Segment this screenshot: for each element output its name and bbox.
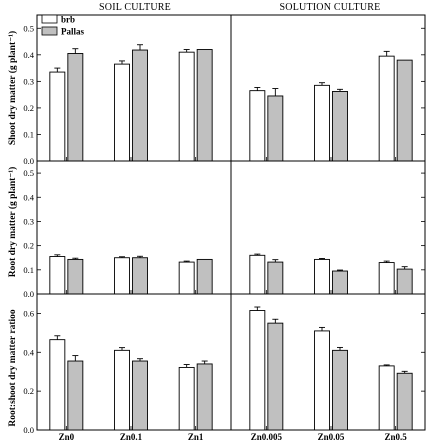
panel-1	[230, 14, 426, 162]
y-tick-label: 0.4	[23, 192, 34, 202]
y-tick-label: 0.5	[23, 23, 34, 33]
bar-pallas-zn0	[67, 258, 84, 295]
bar-brb-zn0-05	[314, 330, 330, 431]
y-tick-label: 0.0	[23, 289, 34, 299]
row-label-root: Root dry matter (g plant⁻¹)	[7, 167, 18, 278]
column-title-soil: SOIL CULTURE	[99, 2, 171, 13]
bar-brb-zn0-05	[314, 258, 330, 295]
bar-brb-zn1	[178, 51, 195, 162]
bar-brb-zn0-5	[378, 262, 395, 295]
legend-swatch-pallas	[41, 26, 58, 36]
y-tick-label: 0.0	[23, 156, 34, 166]
bar-brb-zn0-5	[378, 365, 395, 431]
y-tick-label: 0.3	[23, 76, 34, 86]
x-tick-label: Zn0.05	[318, 432, 345, 440]
bar-brb-zn0-05	[314, 84, 330, 162]
y-tick-label: 0.3	[23, 216, 34, 226]
bar-pallas-zn0-05	[332, 349, 348, 431]
bar-brb-zn0-1	[114, 257, 130, 295]
y-tick-label: 0.0	[23, 425, 34, 435]
bar-brb-zn0	[49, 339, 66, 431]
panel-5: Zn0.005 Zn0.05 Zn0.5	[230, 293, 426, 440]
panel-4: 0.0 0.2 0.4 0.6 Zn0 Zn0.1 Zn1	[23, 293, 425, 440]
bar-brb-zn0-5	[378, 55, 395, 162]
y-tick-label: 0.2	[23, 103, 34, 113]
y-tick-label: 0.4	[23, 347, 34, 357]
y-tick-label: 0.1	[23, 265, 34, 275]
bar-pallas-zn0-5	[396, 59, 413, 162]
bar-pallas-zn0-05	[332, 91, 348, 162]
column-title-solution: SOLUTION CULTURE	[280, 2, 381, 13]
bar-pallas-zn1	[196, 258, 213, 295]
x-tick-label: Zn0.1	[120, 432, 143, 440]
y-tick-label: 0.2	[23, 241, 34, 251]
legend-label-brb: brb	[61, 15, 75, 25]
x-tick-label: Zn0.005	[251, 432, 283, 440]
panel-0: 0.0 0.1 0.2 0.3 0.4 0.5	[23, 14, 425, 166]
legend-label-pallas: Pallas	[61, 27, 84, 37]
bar-brb-zn0	[49, 256, 66, 295]
bar-brb-zn0-1	[114, 349, 130, 431]
bar-brb-zn0	[49, 71, 66, 162]
legend-swatch-brb	[41, 14, 58, 24]
bar-pallas-zn0-1	[132, 257, 148, 295]
x-tick-label: Zn1	[188, 432, 204, 440]
bar-pallas-zn0-05	[332, 270, 348, 295]
bar-pallas-zn0-005	[267, 322, 284, 431]
bar-pallas-zn0-1	[132, 360, 148, 431]
bar-brb-zn0-005	[249, 90, 266, 162]
bar-pallas-zn0-5	[396, 268, 413, 295]
y-tick-label: 0.6	[23, 308, 34, 318]
bar-brb-zn0-005	[249, 254, 266, 295]
bar-pallas-zn1	[196, 363, 213, 431]
bar-brb-zn0-1	[114, 63, 130, 162]
row-label-shoot: Shoot dry matter (g plant⁻¹)	[7, 31, 18, 145]
y-tick-label: 0.1	[23, 129, 34, 139]
bar-pallas-zn1	[196, 49, 213, 162]
chart-panels: 0.00.10.20.30.40.50.00.10.20.30.40.50.00…	[23, 14, 426, 440]
y-tick-label: 0.5	[23, 168, 34, 178]
bar-pallas-zn0	[67, 360, 84, 431]
bar-pallas-zn0-005	[267, 261, 284, 295]
bar-pallas-zn0	[67, 53, 84, 162]
legend: brb Pallas	[41, 14, 84, 37]
row-label-ratio: Root:shoot dry matter ratioo	[8, 309, 18, 426]
y-tick-label: 0.4	[23, 50, 34, 60]
x-tick-label: Zn0.5	[385, 432, 408, 440]
y-tick-label: 0.2	[23, 386, 34, 396]
bar-pallas-zn0-005	[267, 95, 284, 162]
bar-pallas-zn0-5	[396, 372, 413, 431]
bar-brb-zn0-005	[249, 310, 266, 431]
bar-brb-zn1	[178, 366, 195, 431]
panel-2: 0.0 0.1 0.2 0.3 0.4 0.5	[23, 160, 425, 299]
panel-3	[230, 160, 426, 295]
x-tick-label: Zn0	[59, 432, 75, 440]
bar-pallas-zn0-1	[132, 49, 148, 162]
bar-brb-zn1	[178, 261, 195, 295]
